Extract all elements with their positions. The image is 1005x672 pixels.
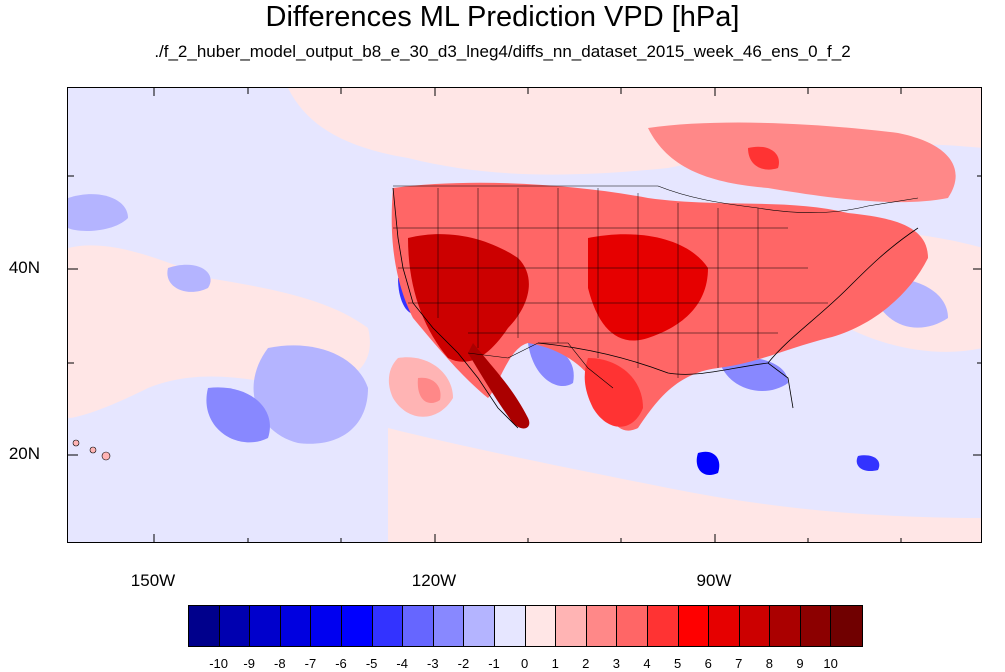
colorbar-tick-label: -9 [243,656,255,671]
colorbar-swatch [617,606,648,646]
colorbar-swatch [250,606,281,646]
colorbar-swatch [433,606,465,646]
colorbar-tick-label: -10 [209,656,228,671]
colorbar-swatch [800,606,832,646]
colorbar-swatch [464,606,495,646]
colorbar-tick-label: 3 [612,656,620,671]
colorbar-tick-label: 7 [735,656,743,671]
colorbar-tick-label: 5 [673,656,682,671]
red-region-texas [584,358,643,427]
colorbar-swatch [372,606,404,646]
coastline-gulf [537,342,794,409]
colorbar-swatch [739,606,771,646]
colorbar [188,605,864,647]
red-region-baja [468,343,530,429]
lat-label-20n: 20N [8,444,40,463]
red-region-pacific-core [417,377,441,404]
colorbar-swatch [709,606,740,646]
colorbar-swatch [341,606,373,646]
red-region-canada-east [648,122,956,203]
colorbar-swatch [647,606,679,646]
hawaii-islands [72,439,111,461]
state-lines [393,188,828,378]
colorbar-tick-label: -6 [335,656,347,671]
colorbar-swatch [280,606,312,646]
coastline-west [392,187,519,429]
blue-region-2 [167,264,211,292]
colorbar-tick-label: -5 [365,656,378,671]
map-title: Differences ML Prediction VPD [hPa] [265,1,740,33]
colorbar-swatch [189,606,220,646]
colorbar-tick-label: 9 [796,656,804,671]
colorbar-tick-label: 10 [823,656,838,671]
blue-region-4 [206,387,270,443]
lon-label-90w: 90W [696,571,732,590]
colorbar-swatch [525,606,557,646]
colorbar-swatch [311,606,342,646]
coastline-east [767,227,919,364]
colorbar-tick-label: 1 [551,656,559,671]
colorbar-tick-label: -4 [396,656,408,671]
colorbar-tick-label: 0 [520,656,529,671]
border-mexico-us [467,342,614,389]
colorbar-swatch [770,606,801,646]
blue-spot-2 [856,455,880,472]
blue-spot-1 [696,451,720,476]
colorbar-swatch [831,606,863,646]
colorbar-tick-label: -3 [427,656,439,671]
colorbar-swatch [494,606,526,646]
colorbar-tick-label: -2 [457,656,470,671]
colorbar-tick-label: 8 [765,656,773,671]
colorbar-tick-label: 6 [704,656,712,671]
pink-region-north [288,88,981,175]
colorbar-tick-label: -7 [304,656,317,671]
tick-marks [68,88,981,542]
colorbar-tick-label: 4 [643,656,651,671]
lat-label-40n: 40N [8,258,40,277]
colorbar-swatch [586,606,618,646]
map-subtitle: ./f_2_huber_model_output_b8_e_30_d3_lneg… [154,42,851,61]
colorbar-swatch [556,606,587,646]
colorbar-tick-label: -8 [274,656,286,671]
map-canvas [68,88,981,542]
colorbar-tick-label: 2 [582,656,590,671]
lon-label-120w: 120W [411,571,457,590]
pink-region-south [388,428,981,542]
red-region-canada-spot [748,146,779,170]
colorbar-swatch [403,606,434,646]
colorbar-tick-label: -1 [488,656,500,671]
colorbar-swatch [678,606,710,646]
vpd-difference-map [67,87,982,543]
lon-label-150w: 150W [130,571,176,590]
blue-region-3 [68,194,128,231]
blue-region-1 [253,345,368,444]
colorbar-swatch [219,606,251,646]
